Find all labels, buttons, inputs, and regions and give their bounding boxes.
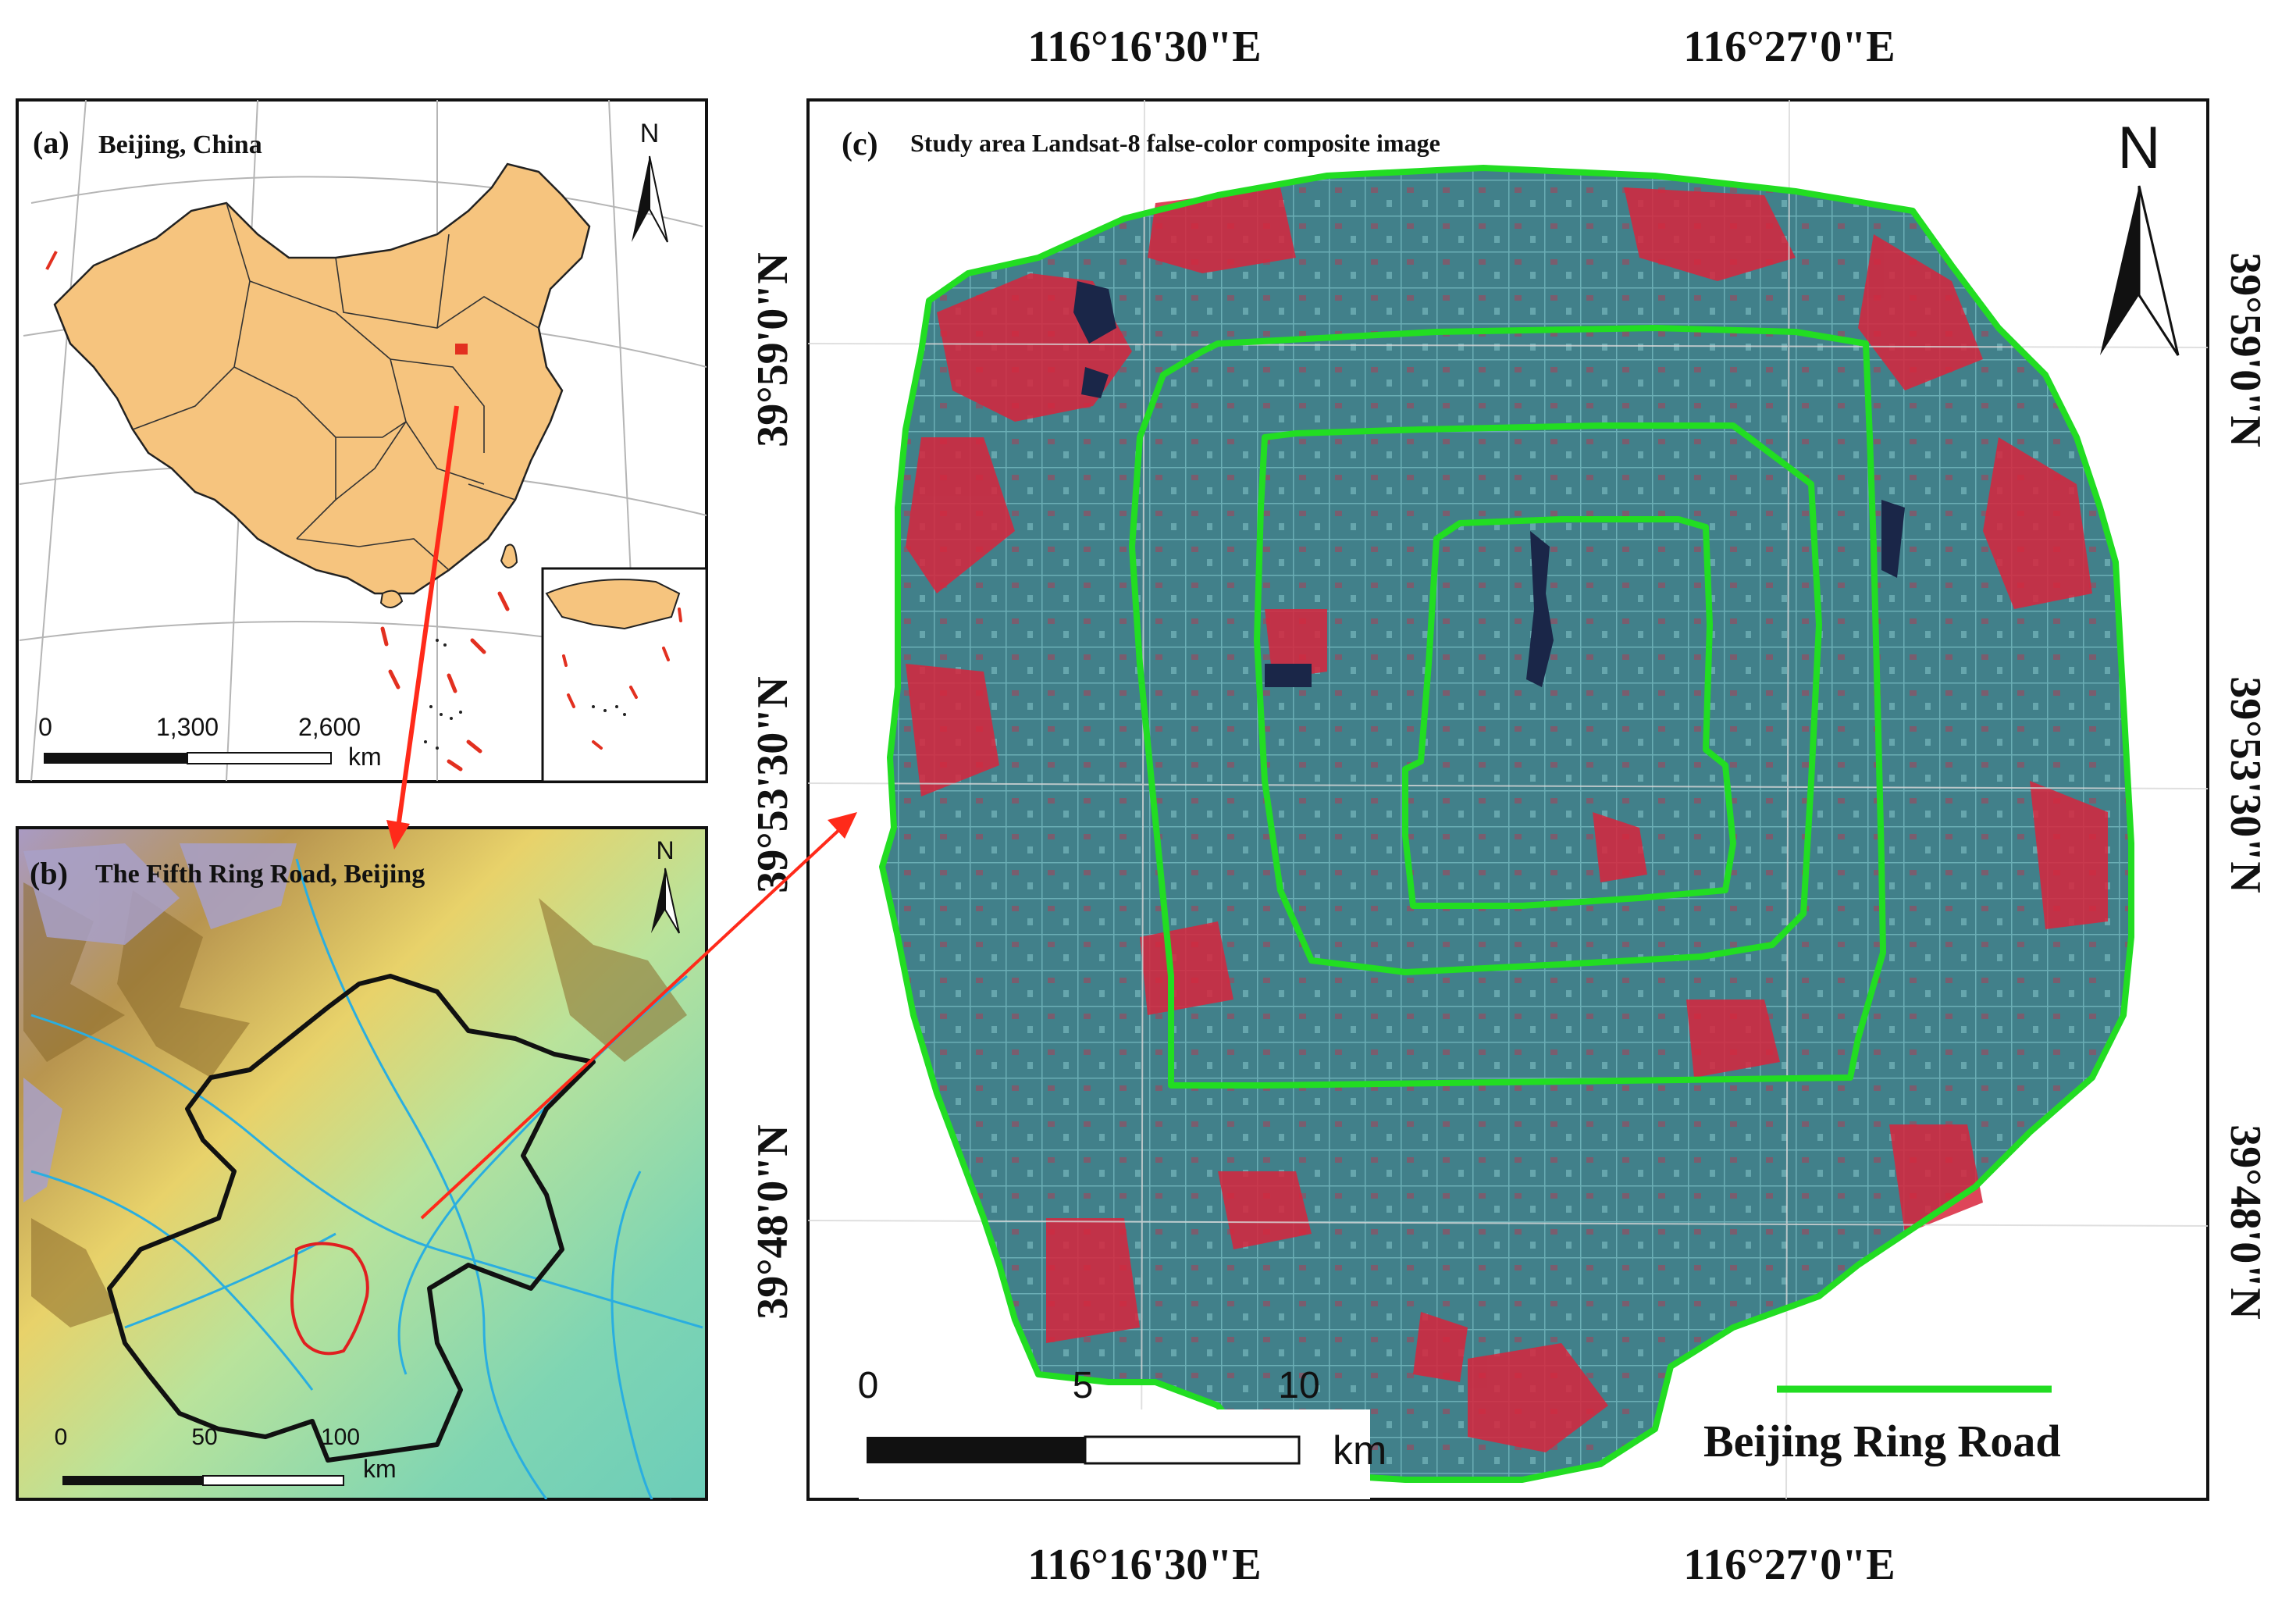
beijing-marker: [455, 344, 468, 355]
third-ring-road: [1254, 422, 1822, 975]
water-bodies: [1073, 281, 1905, 687]
fifth-ring-outline: [290, 1242, 369, 1356]
panel-a-title: Beijing, China: [98, 130, 262, 159]
scale-a-tick-1: 1,300: [156, 713, 219, 741]
panel-c-graticule: [807, 99, 2209, 1500]
arrow-a-to-b: [396, 405, 459, 829]
vegetation-patches: [906, 187, 2108, 1452]
fourth-ring-road: [1129, 325, 1886, 1089]
north-arrow-a: N: [632, 119, 668, 243]
scale-b-unit: km: [363, 1455, 397, 1483]
scale-bar-c: 0 5 10 km: [858, 1365, 1386, 1499]
panel-c-label: (c): [842, 127, 878, 162]
nine-dash-line: [380, 591, 510, 771]
panel-b-title: The Fifth Ring Road, Beijing: [95, 860, 425, 889]
scale-b-tick-2: 100: [321, 1424, 360, 1450]
second-ring-road: [1402, 516, 1736, 909]
legend-c: Beijing Ring Road: [1703, 1385, 2061, 1466]
scale-bar-b: 0 50 100 km: [55, 1424, 397, 1486]
scale-a-tick-0: 0: [38, 713, 52, 741]
lat-left-2: 39°53'30"N: [749, 676, 797, 893]
panel-b-label: (b): [30, 856, 68, 891]
fifth-ring-road: [879, 165, 2134, 1483]
connector-arrows: [386, 405, 857, 1220]
scale-a-tick-2: 2,600: [298, 713, 361, 741]
island-dots: [424, 639, 462, 750]
lat-left-1: 39°59'0"N: [749, 252, 797, 447]
scale-c-tick-0: 0: [858, 1365, 879, 1406]
arrow-b-to-c: [420, 825, 845, 1220]
rivers: [30, 858, 703, 1499]
north-label-a: N: [640, 119, 660, 148]
lon-bottom-1: 116°16'30"E: [1027, 1541, 1261, 1589]
western-border-dash: [45, 251, 58, 270]
scale-c-tick-1: 5: [1073, 1365, 1094, 1406]
study-area-image: [882, 168, 2131, 1480]
panel-a-china-map: (a) Beijing, China N 0 1,300 2,600 km: [16, 98, 708, 783]
lat-right-2: 39°53'30"N: [2221, 676, 2269, 893]
province-borders: [132, 202, 539, 571]
scale-bar-a: 0 1,300 2,600 km: [38, 713, 382, 771]
north-label-c: N: [2118, 115, 2161, 181]
north-label-b: N: [656, 836, 674, 864]
beijing-boundary: [107, 974, 596, 1463]
north-arrow-b: N: [651, 836, 680, 934]
panel-c-landsat-map: (c) Study area Landsat-8 false-color com…: [749, 23, 2269, 1589]
panel-a-label: (a): [33, 125, 69, 160]
panel-c-title: Study area Landsat-8 false-color composi…: [910, 129, 1440, 157]
lat-right-3: 39°48'0"N: [2221, 1124, 2269, 1319]
lon-bottom-2: 116°27'0"E: [1683, 1541, 1895, 1589]
lat-right-1: 39°59'0"N: [2221, 252, 2269, 447]
scale-b-tick-0: 0: [55, 1424, 68, 1450]
scale-c-tick-2: 10: [1278, 1365, 1319, 1406]
lon-top-2: 116°27'0"E: [1683, 23, 1895, 71]
lat-left-3: 39°48'0"N: [749, 1124, 797, 1319]
hainan: [379, 590, 404, 608]
panel-b-beijing-map: (b) The Fifth Ring Road, Beijing N 0 50 …: [16, 826, 708, 1501]
north-arrow-c: N: [2100, 115, 2180, 356]
south-china-sea-inset: [541, 567, 708, 783]
china-outline: [53, 162, 591, 595]
lon-top-1: 116°16'30"E: [1027, 23, 1261, 71]
scale-a-unit: km: [348, 743, 382, 771]
legend-ring-road-label: Beijing Ring Road: [1703, 1416, 2061, 1466]
ring-roads: [879, 165, 2134, 1483]
taiwan: [500, 543, 518, 568]
scale-b-tick-1: 50: [191, 1424, 217, 1450]
scale-c-unit: km: [1333, 1428, 1386, 1473]
